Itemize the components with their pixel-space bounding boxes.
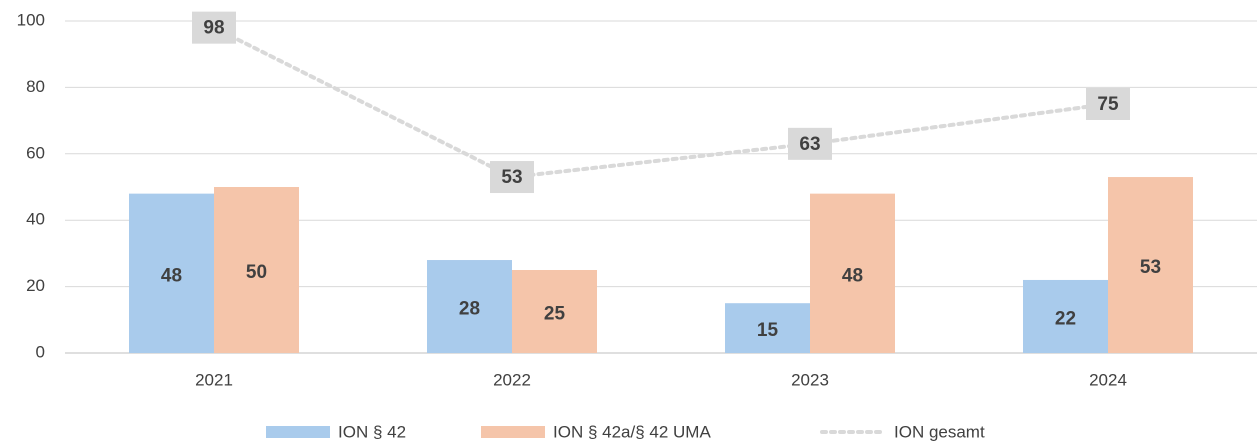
data-label: 53 [1140, 257, 1161, 278]
bar [512, 270, 597, 353]
bar [1023, 279, 1108, 353]
y-tick-label: 20 [26, 276, 45, 295]
data-label-box [788, 127, 832, 160]
legend-label: ION § 42 [338, 422, 406, 441]
bar [129, 193, 214, 353]
bar [214, 187, 299, 353]
data-label: 50 [246, 262, 267, 283]
bar [725, 303, 810, 353]
y-tick-label: 40 [26, 210, 45, 229]
legend-swatch [266, 426, 330, 438]
bar [810, 193, 895, 353]
data-label-box [192, 11, 236, 44]
data-label: 28 [459, 299, 480, 320]
data-label-box [1086, 88, 1130, 120]
legend-label: ION § 42a/§ 42 UMA [553, 422, 711, 441]
legend-swatch [481, 426, 545, 438]
data-label: 48 [842, 265, 863, 286]
data-label: 63 [799, 134, 820, 155]
y-tick-label: 60 [26, 143, 45, 162]
x-tick-label: 2024 [1089, 370, 1127, 389]
data-label: 75 [1097, 94, 1119, 115]
data-label-box [490, 161, 534, 194]
x-tick-label: 2022 [493, 370, 531, 389]
bar [1108, 177, 1193, 353]
bar [427, 260, 512, 353]
line [212, 25, 1110, 180]
y-tick-label: 0 [36, 342, 45, 361]
data-label: 48 [161, 265, 182, 286]
legend-label: ION gesamt [894, 422, 985, 441]
data-label: 15 [757, 320, 779, 341]
data-label: 22 [1055, 308, 1076, 329]
x-tick-label: 2023 [791, 370, 829, 389]
data-label: 53 [501, 167, 522, 188]
y-tick-label: 100 [17, 10, 45, 29]
data-label: 98 [203, 18, 224, 39]
x-tick-label: 2021 [195, 370, 233, 389]
y-tick-label: 80 [26, 77, 45, 96]
data-label: 25 [544, 304, 566, 325]
